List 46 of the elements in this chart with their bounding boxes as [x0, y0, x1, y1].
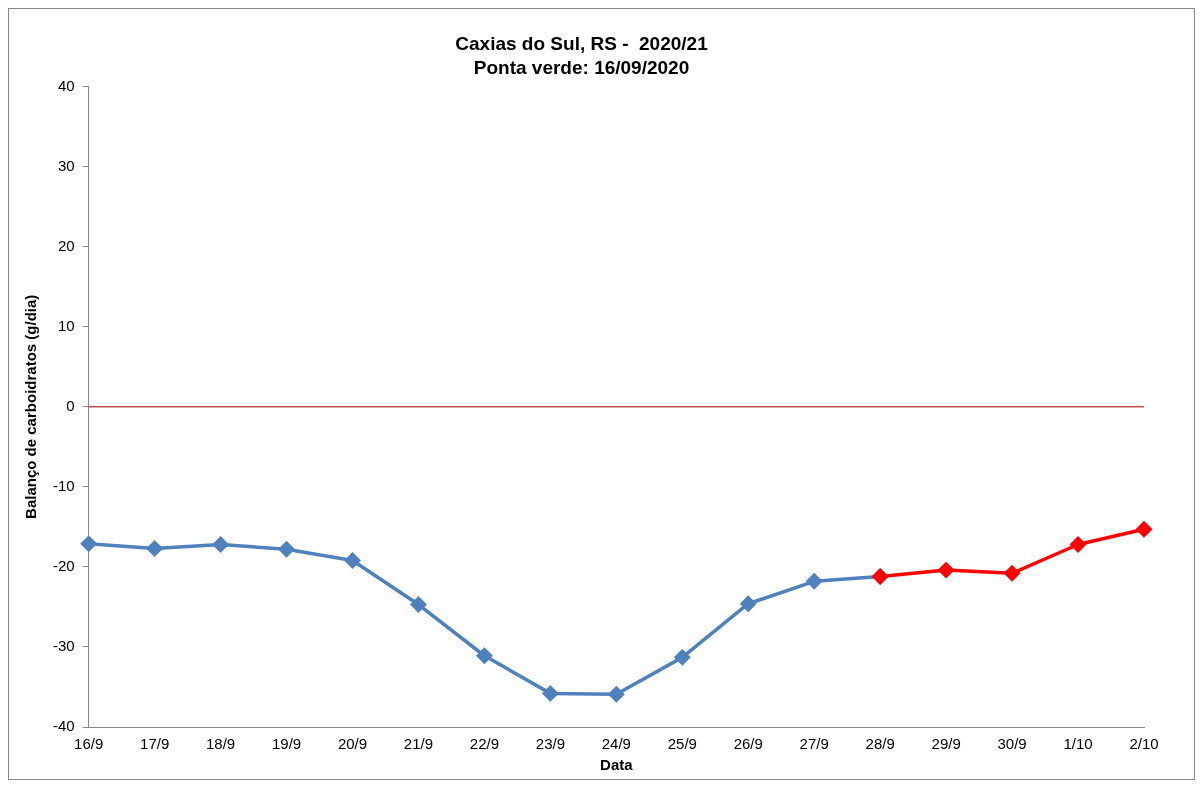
point [1136, 521, 1152, 538]
point [278, 541, 295, 558]
y-tick-label: 10 [57, 316, 75, 334]
x-tick-label: 26/9 [733, 735, 763, 753]
y-tick-label: -20 [52, 557, 75, 575]
x-tick-label: 22/9 [469, 735, 500, 753]
point [674, 649, 691, 666]
point [1070, 536, 1086, 553]
x-tick-label: 19/9 [271, 735, 302, 753]
point [80, 535, 97, 552]
point [1004, 565, 1020, 582]
x-tick-label: 1/10 [1063, 735, 1093, 753]
x-tick-label: 27/9 [799, 735, 829, 753]
x-tick-label: 23/9 [535, 735, 565, 753]
y-tick-label: 20 [57, 236, 75, 254]
y-tick-label: 0 [66, 396, 75, 414]
point [410, 596, 427, 613]
y-tick-label: -10 [52, 476, 75, 494]
point [938, 562, 954, 578]
x-axis-title: Data [600, 756, 634, 774]
x-tick-label: 30/9 [997, 735, 1027, 753]
point [542, 685, 559, 702]
chart-title: Caxias do Sul, RS - 2020/21 [455, 32, 709, 54]
point [608, 686, 625, 702]
point [146, 540, 163, 557]
y-tick-label: 30 [57, 156, 75, 174]
x-tick-label: 16/9 [74, 735, 104, 753]
point [806, 573, 822, 590]
x-tick-label: 18/9 [205, 735, 236, 753]
y-tick-label: -40 [52, 717, 75, 735]
point [212, 536, 229, 553]
point [344, 552, 361, 569]
x-tick-label: 21/9 [403, 735, 434, 753]
x-tick-label: 25/9 [667, 735, 697, 753]
x-tick-label: 24/9 [601, 735, 631, 753]
point [476, 648, 493, 664]
x-tick-label: 17/9 [140, 735, 170, 753]
y-tick-label: -30 [52, 637, 75, 655]
x-tick-label: 28/9 [865, 735, 895, 753]
y-axis-title: Balanço de carboidratos (g/dia) [22, 294, 40, 519]
x-tick-label: 20/9 [337, 735, 368, 753]
x-tick-label: 29/9 [931, 735, 961, 753]
point [740, 595, 757, 612]
x-tick-label: 2/10 [1129, 735, 1159, 753]
y-tick-label: 40 [57, 76, 75, 94]
chart-subtitle: Ponta verde: 16/09/2020 [473, 57, 690, 79]
